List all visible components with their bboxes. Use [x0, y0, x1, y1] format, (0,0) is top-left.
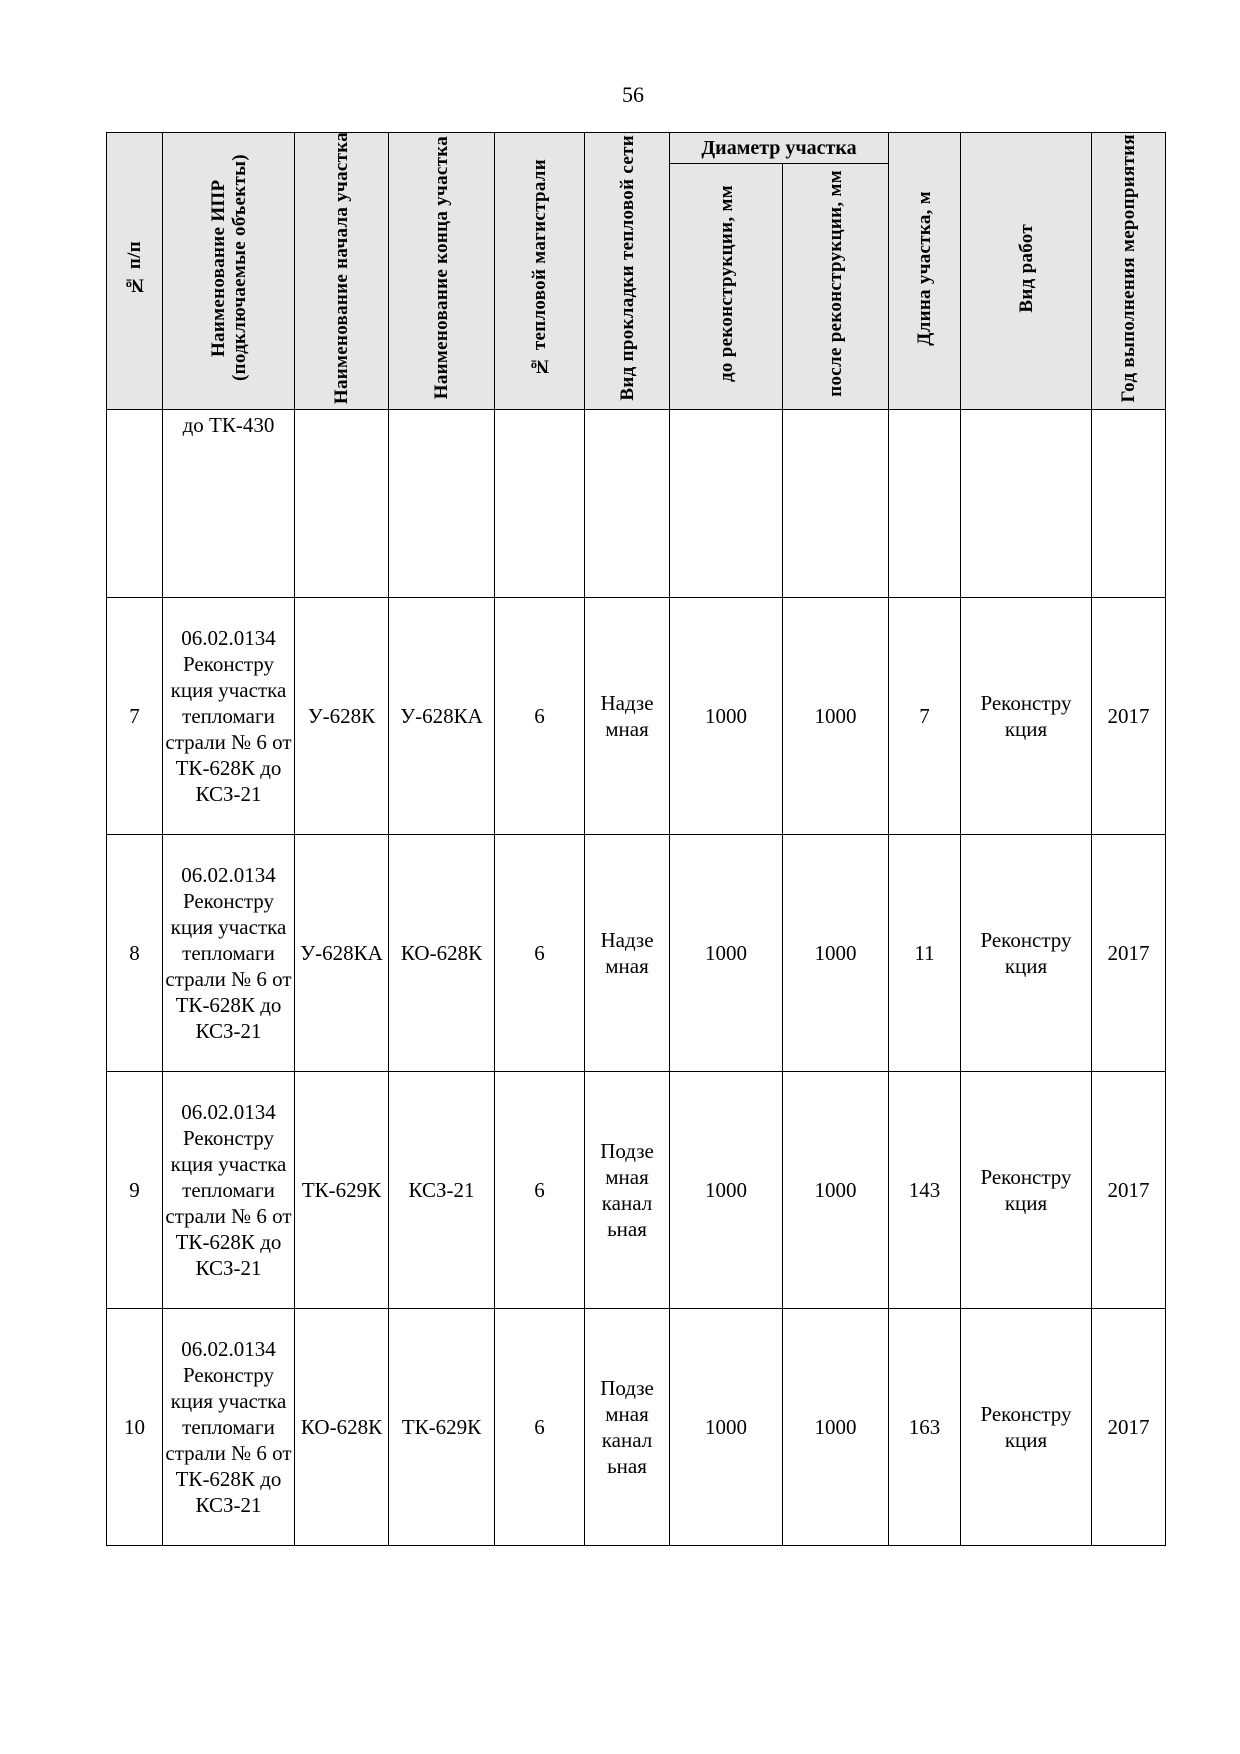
header-ipr: Наименование ИПР (подключаемые объекты): [162, 132, 295, 410]
cell-ipr: 06.02.0134 Реконстру кция участка теплом…: [162, 597, 295, 835]
table-row: 7 06.02.0134 Реконстру кция участка тепло…: [106, 597, 1166, 835]
cell-length: 7: [888, 597, 961, 835]
cell-ipr: до ТК-430: [162, 409, 295, 598]
header-main: № тепловой магистрали: [494, 132, 585, 410]
cell-year: 2017: [1091, 597, 1166, 835]
header-year: Год выполнения мероприятия: [1091, 132, 1166, 410]
cell-num: 9: [106, 1071, 163, 1309]
cell-laying: Подзе мная канал ьная: [584, 1308, 670, 1546]
header-laying: Вид прокладки тепловой сети: [584, 132, 670, 410]
cell-d-after: 1000: [782, 834, 889, 1072]
cell-num: 10: [106, 1308, 163, 1546]
cell-d-before: 1000: [669, 1071, 783, 1309]
cell-work: Реконстру кция: [960, 597, 1092, 835]
cell-work: Реконстру кция: [960, 1308, 1092, 1546]
table-row-continuation: до ТК-430: [106, 409, 1166, 598]
cell-length: 143: [888, 1071, 961, 1309]
cell-year: 2017: [1091, 1071, 1166, 1309]
cell-start: ТК-629К: [294, 1071, 389, 1309]
cell-d-before: 1000: [669, 834, 783, 1072]
cell-d-before: 1000: [669, 597, 783, 835]
cell-start: У-628КА: [294, 834, 389, 1072]
cell-laying: Надзе мная: [584, 597, 670, 835]
cell-laying: Подзе мная канал ьная: [584, 1071, 670, 1309]
cell-end: КСЗ-21: [388, 1071, 495, 1309]
cell-end: КО-628К: [388, 834, 495, 1072]
cell-work: Реконстру кция: [960, 1071, 1092, 1309]
cell-length: 11: [888, 834, 961, 1072]
header-diam-before: до реконструкции, мм: [669, 163, 783, 410]
header-num: № п/п: [106, 132, 163, 410]
cell-work: Реконстру кция: [960, 834, 1092, 1072]
header-work: Вид работ: [960, 132, 1092, 410]
header-length: Длина участка, м: [888, 132, 961, 410]
header-end: Наименование конца участка: [388, 132, 495, 410]
cell-main: 6: [494, 1308, 585, 1546]
cell-d-after: 1000: [782, 1308, 889, 1546]
header-diam-after: после реконструкции, мм: [782, 163, 889, 410]
cell-num: 8: [106, 834, 163, 1072]
cell-main: 6: [494, 834, 585, 1072]
cell-d-after: 1000: [782, 597, 889, 835]
table-row: 9 06.02.0134 Реконстру кция участка тепло…: [106, 1071, 1166, 1309]
cell-year: 2017: [1091, 1308, 1166, 1546]
cell-d-after: 1000: [782, 1071, 889, 1309]
cell-main: 6: [494, 1071, 585, 1309]
cell-laying: Надзе мная: [584, 834, 670, 1072]
page-number: 56: [622, 82, 644, 107]
cell-ipr: 06.02.0134 Реконстру кция участка теплом…: [162, 1071, 295, 1309]
cell-start: КО-628К: [294, 1308, 389, 1546]
cell-start: У-628К: [294, 597, 389, 835]
cell-end: У-628КА: [388, 597, 495, 835]
header-diameter-group: Диаметр участка: [669, 132, 889, 164]
heat-network-table: № п/п Наименование ИПР (подключаемые объ…: [106, 132, 1166, 1546]
cell-ipr: 06.02.0134 Реконстру кция участка теплом…: [162, 1308, 295, 1546]
header-start: Наименование начала участка: [294, 132, 389, 410]
cell-num: 7: [106, 597, 163, 835]
cell-ipr: 06.02.0134 Реконстру кция участка теплом…: [162, 834, 295, 1072]
cell-length: 163: [888, 1308, 961, 1546]
cell-d-before: 1000: [669, 1308, 783, 1546]
cell-year: 2017: [1091, 834, 1166, 1072]
table-row: 8 06.02.0134 Реконстру кция участка тепло…: [106, 834, 1166, 1072]
cell-main: 6: [494, 597, 585, 835]
table-row: 10 06.02.0134 Реконстру кция участка тепл…: [106, 1308, 1166, 1546]
cell-end: ТК-629К: [388, 1308, 495, 1546]
